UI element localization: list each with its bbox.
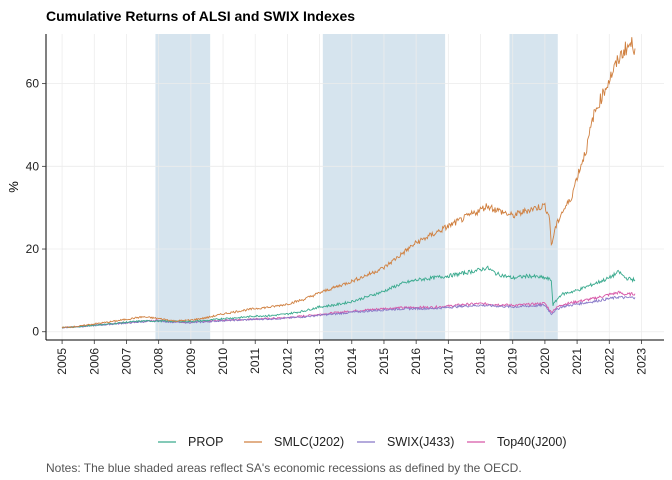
x-tick-label-2008: 2008 xyxy=(152,348,166,375)
x-tick-label-2007: 2007 xyxy=(119,348,133,375)
y-tick-labels: 0 20 40 60 xyxy=(26,77,46,339)
y-tick-label-20: 20 xyxy=(26,242,40,256)
x-tick-label-2023: 2023 xyxy=(634,348,648,375)
x-tick-label-2017: 2017 xyxy=(441,348,455,375)
x-tick-label-2022: 2022 xyxy=(602,348,616,375)
legend-label-2: SMLC(J202) xyxy=(274,435,344,449)
x-tick-label-2006: 2006 xyxy=(87,348,101,375)
legend-label-3: SWIX(J433) xyxy=(387,435,454,449)
x-tick-labels: 2005 2006 2007 2008 2009 2010 2011 2012 2013 2014… xyxy=(55,340,648,375)
x-tick-label-2016: 2016 xyxy=(409,348,423,375)
gridlines xyxy=(46,34,664,340)
caption-note: Notes: The blue shaded areas reflect SA'… xyxy=(46,461,522,475)
chart-title: Cumulative Returns of ALSI and SWIX Inde… xyxy=(46,8,355,24)
x-tick-label-2020: 2020 xyxy=(538,348,552,375)
x-tick-label-2019: 2019 xyxy=(506,348,520,375)
y-tick-label-40: 40 xyxy=(26,159,40,173)
y-axis-label: % xyxy=(6,181,21,193)
series-lines xyxy=(61,37,636,329)
x-tick-label-2015: 2015 xyxy=(377,348,391,375)
x-tick-label-2005: 2005 xyxy=(55,348,69,375)
recession-band-1 xyxy=(155,34,211,340)
x-tick-label-2011: 2011 xyxy=(248,348,262,374)
series-line-prop xyxy=(62,265,636,329)
legend: PROP SMLC(J202) SWIX(J433) Top40(J200) xyxy=(158,435,567,449)
axes xyxy=(45,34,664,341)
y-tick-label-0: 0 xyxy=(32,325,39,339)
y-tick-label-60: 60 xyxy=(26,77,40,91)
x-tick-label-2010: 2010 xyxy=(216,348,230,375)
x-tick-label-2012: 2012 xyxy=(280,348,294,375)
series-line-smlc-j202- xyxy=(61,37,636,329)
series-line-swix-j433- xyxy=(61,295,636,329)
x-tick-label-2021: 2021 xyxy=(570,348,584,375)
recession-bands xyxy=(155,34,558,340)
recession-band-3 xyxy=(509,34,558,340)
legend-label-4: Top40(J200) xyxy=(497,435,567,449)
legend-label-1: PROP xyxy=(188,435,223,449)
x-tick-label-2014: 2014 xyxy=(345,348,359,375)
x-tick-label-2009: 2009 xyxy=(184,348,198,375)
x-tick-label-2013: 2013 xyxy=(313,348,327,375)
x-tick-label-2018: 2018 xyxy=(474,348,488,375)
